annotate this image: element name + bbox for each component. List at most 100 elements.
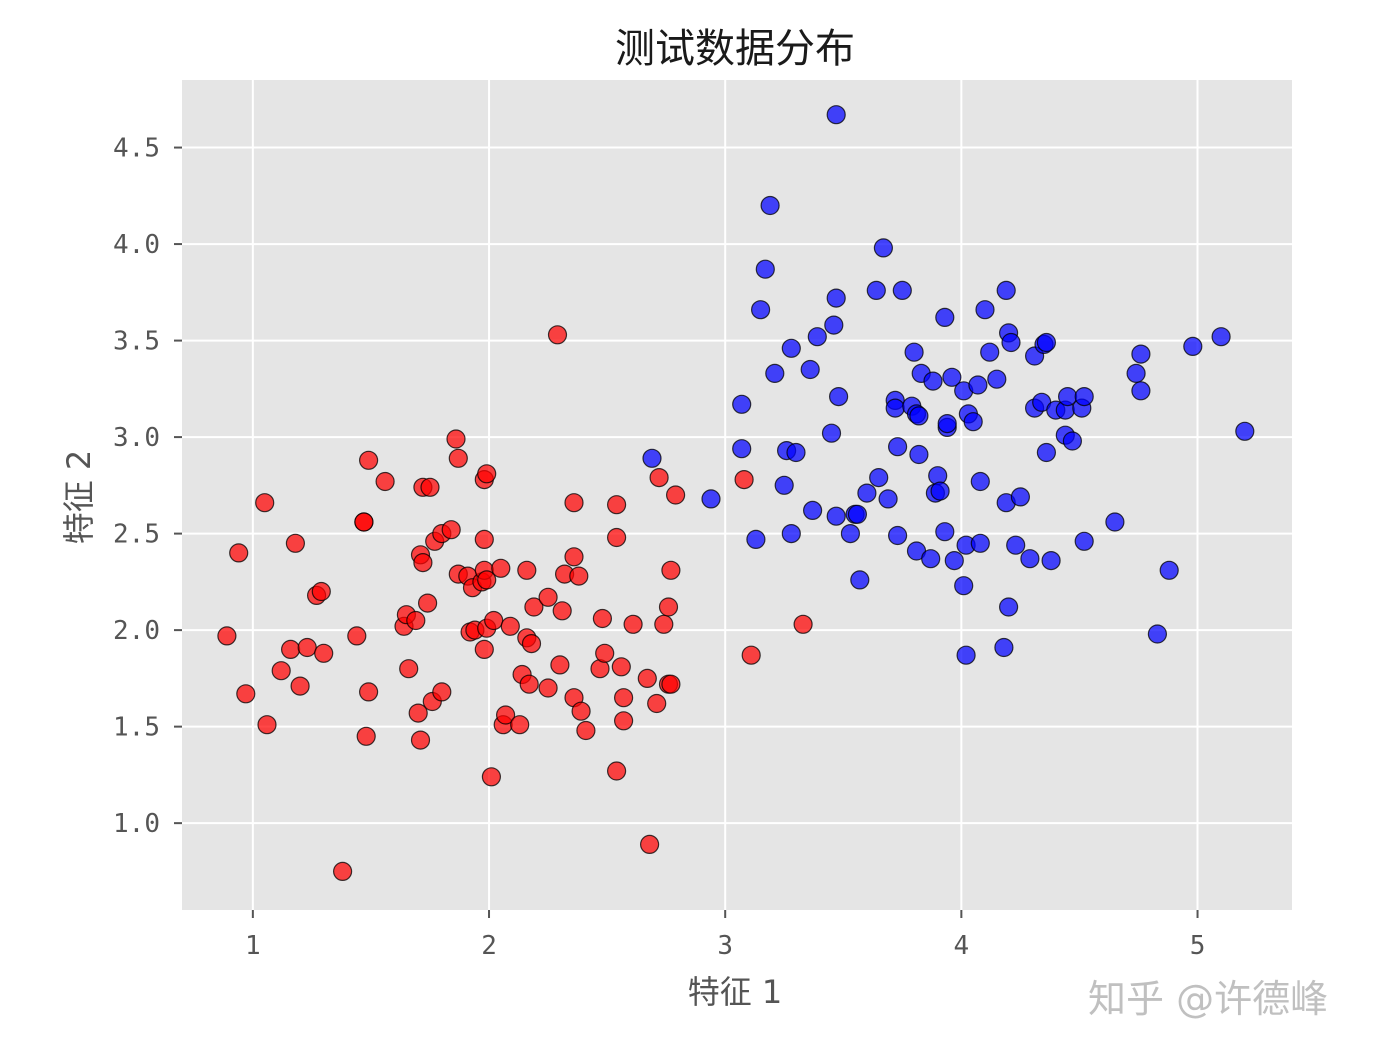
y-tick-label: 1.0 (113, 809, 160, 839)
blue-data-point (1131, 381, 1151, 401)
blue-data-point (1211, 327, 1231, 347)
blue-data-point (1105, 512, 1125, 532)
blue-data-point (878, 489, 898, 509)
y-tick-label: 4.0 (113, 230, 160, 260)
red-data-point (606, 527, 627, 548)
red-data-point (538, 678, 558, 698)
blue-data-point (1041, 550, 1061, 571)
watermark: 知乎 @许德峰 (1088, 977, 1329, 1021)
red-data-point (639, 834, 660, 855)
red-data-point (734, 470, 754, 490)
data-points (217, 105, 1255, 882)
red-data-point (613, 688, 634, 708)
blue-data-point (828, 387, 849, 407)
blue-data-point (887, 525, 908, 546)
blue-data-point (786, 442, 806, 463)
blue-data-point (826, 288, 846, 308)
red-data-point (654, 614, 674, 634)
red-data-point (484, 610, 504, 631)
red-data-point (399, 659, 419, 679)
y-tick-label: 1.5 (113, 713, 160, 743)
red-data-point (592, 608, 613, 629)
chart-title: 测试数据分布 (615, 26, 855, 72)
red-data-point (661, 560, 681, 580)
y-tick-label: 3.5 (113, 327, 160, 357)
red-data-point (441, 520, 461, 540)
blue-data-point (807, 327, 827, 347)
red-data-point (665, 485, 686, 505)
blue-data-point (755, 259, 775, 279)
red-data-point (406, 610, 426, 631)
blue-data-point (774, 475, 794, 495)
red-data-point (290, 676, 310, 696)
blue-data-point (800, 359, 820, 380)
blue-data-point (857, 483, 877, 503)
red-data-point (413, 552, 433, 573)
red-data-point (375, 471, 395, 492)
red-data-point (359, 682, 379, 702)
y-tick-label: 4.5 (113, 134, 160, 164)
blue-data-point (956, 645, 976, 665)
red-data-point (217, 626, 237, 646)
blue-data-point (923, 371, 943, 391)
blue-data-point (1126, 363, 1146, 383)
red-data-point (658, 597, 679, 617)
red-data-point (448, 448, 468, 468)
red-data-point (649, 468, 669, 488)
blue-data-point (1074, 531, 1094, 551)
blue-data-point (921, 549, 941, 569)
blue-data-point (765, 363, 785, 383)
blue-data-point (970, 471, 990, 492)
blue-data-point (987, 369, 1007, 389)
x-axis: 1 2 3 4 5 (245, 910, 1205, 961)
blue-data-point (1235, 421, 1255, 441)
x-tick-label: 5 (1190, 931, 1206, 961)
blue-data-point (954, 576, 974, 596)
blue-data-point (1036, 442, 1057, 463)
x-axis-label: 特征 1 (688, 973, 783, 1011)
blue-data-point (746, 529, 766, 550)
blue-data-point (824, 315, 844, 335)
blue-data-point (781, 523, 801, 544)
red-data-point (420, 477, 440, 497)
red-data-point (550, 655, 570, 675)
blue-data-point (732, 394, 752, 414)
blue-data-point (887, 437, 908, 457)
red-data-point (446, 429, 466, 449)
blue-data-point (802, 500, 823, 520)
blue-data-point (869, 468, 889, 488)
blue-data-point (994, 637, 1014, 658)
blue-data-point (1131, 344, 1151, 364)
red-data-point (477, 570, 497, 590)
blue-data-point (847, 504, 868, 524)
red-data-point (517, 560, 537, 580)
blue-data-point (1147, 624, 1168, 644)
blue-data-point (826, 105, 846, 125)
blue-data-point (760, 195, 780, 216)
red-data-point (538, 587, 558, 607)
blue-data-point (750, 300, 771, 320)
blue-data-point (1183, 336, 1203, 356)
blue-data-point (732, 439, 752, 459)
red-data-point (359, 450, 379, 470)
blue-data-point (1001, 332, 1021, 353)
red-data-point (661, 674, 681, 694)
blue-data-point (840, 523, 861, 544)
blue-data-point (935, 522, 955, 542)
blue-data-point (826, 506, 846, 526)
red-data-point (496, 705, 516, 725)
red-data-point (229, 543, 249, 563)
blue-data-point (850, 570, 870, 590)
red-data-point (519, 674, 539, 694)
red-data-point (647, 693, 667, 714)
blue-data-point (944, 550, 964, 571)
red-data-point (311, 581, 331, 602)
blue-data-point (963, 412, 983, 432)
red-data-point (576, 720, 596, 741)
x-tick-label: 2 (481, 931, 497, 961)
blue-data-point (1074, 387, 1094, 407)
red-data-point (500, 616, 520, 636)
blue-data-point (968, 375, 988, 395)
y-tick-label: 2.0 (113, 616, 160, 646)
